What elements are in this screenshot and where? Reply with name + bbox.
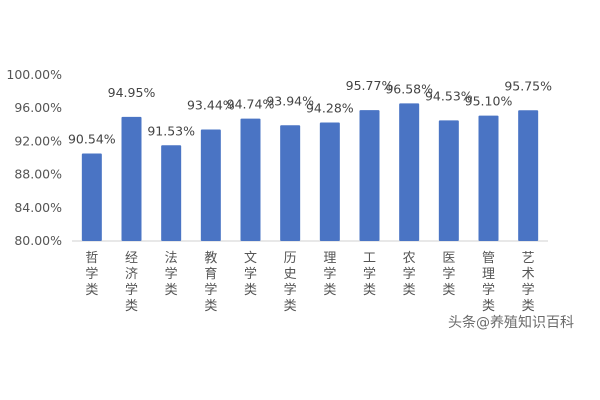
- data-label: 93.44%: [187, 97, 235, 112]
- data-label: 90.54%: [68, 132, 116, 147]
- x-tick-label: 经济学类: [125, 251, 138, 314]
- bar: [319, 122, 340, 241]
- data-label: 96.58%: [385, 81, 433, 96]
- bar: [161, 145, 182, 241]
- data-label: 95.77%: [346, 78, 394, 93]
- y-tick-label: 80.00%: [14, 233, 62, 248]
- bar: [518, 110, 539, 242]
- x-tick-label: 医学类: [442, 251, 455, 298]
- x-tick-label: 农学类: [403, 251, 416, 298]
- x-tick-label: 教育学类: [204, 250, 217, 314]
- x-tick-label: 法学类: [165, 251, 178, 298]
- x-tick-label: 历史学类: [284, 251, 297, 314]
- bar: [121, 116, 142, 241]
- y-tick-label: 100.00%: [6, 67, 62, 82]
- bar: [478, 115, 499, 241]
- x-tick-label: 哲学类: [85, 251, 98, 298]
- x-tick-label: 文学类: [244, 251, 257, 298]
- watermark-text: 头条@养殖知识百科: [448, 315, 574, 331]
- data-label: 95.10%: [465, 94, 513, 109]
- x-tick-label: 艺术学类: [522, 251, 535, 314]
- bar: [438, 120, 459, 241]
- bar: [399, 103, 420, 241]
- bar-layer: [81, 103, 539, 242]
- x-tick-label: 理学类: [323, 251, 336, 298]
- data-label: 95.75%: [504, 78, 552, 93]
- bar: [81, 153, 102, 241]
- data-label: 94.28%: [306, 100, 354, 115]
- y-tick-label: 88.00%: [14, 167, 62, 182]
- x-tick-label: 工学类: [363, 251, 376, 298]
- bar: [240, 118, 261, 241]
- bar: [359, 110, 380, 241]
- bar: [280, 125, 301, 241]
- data-label: 94.53%: [425, 88, 473, 103]
- y-tick-label: 96.00%: [14, 100, 62, 115]
- data-label: 94.74%: [227, 97, 275, 112]
- data-label: 93.94%: [266, 93, 314, 108]
- bar: [200, 129, 221, 241]
- x-tick-label: 管理学类: [482, 251, 495, 314]
- label-layer: 80.00% 84.00% 88.00% 92.00% 96.00% 100.00% 90.…: [6, 67, 552, 314]
- data-label: 94.95%: [108, 85, 156, 100]
- data-label: 91.53%: [147, 123, 195, 138]
- y-tick-label: 92.00%: [14, 133, 62, 148]
- y-tick-label: 84.00%: [14, 200, 62, 215]
